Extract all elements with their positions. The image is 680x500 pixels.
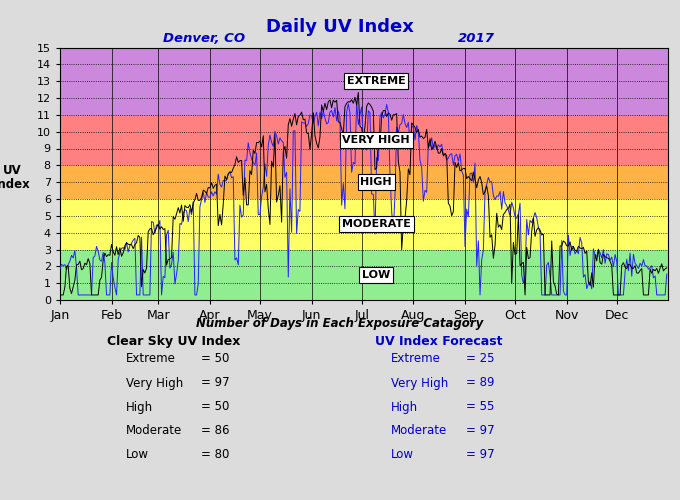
- Text: UV Index Forecast: UV Index Forecast: [375, 335, 503, 348]
- Text: VERY HIGH: VERY HIGH: [343, 135, 410, 145]
- Text: High: High: [391, 400, 418, 413]
- Text: Moderate: Moderate: [391, 424, 447, 438]
- Text: High: High: [126, 400, 153, 413]
- Text: = 25: = 25: [466, 352, 494, 366]
- Text: = 55: = 55: [466, 400, 494, 413]
- Text: = 50: = 50: [201, 352, 229, 366]
- Text: Extreme: Extreme: [126, 352, 175, 366]
- Text: LOW: LOW: [362, 270, 390, 280]
- Bar: [60, 115, 668, 166]
- Text: Very High: Very High: [126, 376, 183, 390]
- Text: = 50: = 50: [201, 400, 229, 413]
- Text: MODERATE: MODERATE: [342, 219, 411, 229]
- Text: EXTREME: EXTREME: [347, 76, 406, 86]
- Bar: [60, 48, 668, 115]
- Text: Very High: Very High: [391, 376, 448, 390]
- Text: = 89: = 89: [466, 376, 494, 390]
- Text: = 80: = 80: [201, 448, 229, 462]
- Text: Daily UV Index: Daily UV Index: [266, 18, 414, 36]
- Text: Low: Low: [126, 448, 149, 462]
- Text: Clear Sky UV Index: Clear Sky UV Index: [107, 335, 240, 348]
- Bar: [60, 166, 668, 199]
- Bar: [60, 199, 668, 250]
- Text: 2017: 2017: [458, 32, 494, 46]
- Text: Moderate: Moderate: [126, 424, 182, 438]
- Text: Low: Low: [391, 448, 414, 462]
- Text: = 86: = 86: [201, 424, 229, 438]
- Text: = 97: = 97: [466, 424, 494, 438]
- Text: = 97: = 97: [201, 376, 229, 390]
- Text: HIGH: HIGH: [360, 177, 392, 187]
- Text: Number of Days in Each Exposure Catagory: Number of Days in Each Exposure Catagory: [197, 318, 483, 330]
- Text: Extreme: Extreme: [391, 352, 441, 366]
- Text: Denver, CO: Denver, CO: [163, 32, 245, 46]
- Bar: [60, 250, 668, 300]
- Text: UV
Index: UV Index: [0, 164, 31, 192]
- Text: = 97: = 97: [466, 448, 494, 462]
